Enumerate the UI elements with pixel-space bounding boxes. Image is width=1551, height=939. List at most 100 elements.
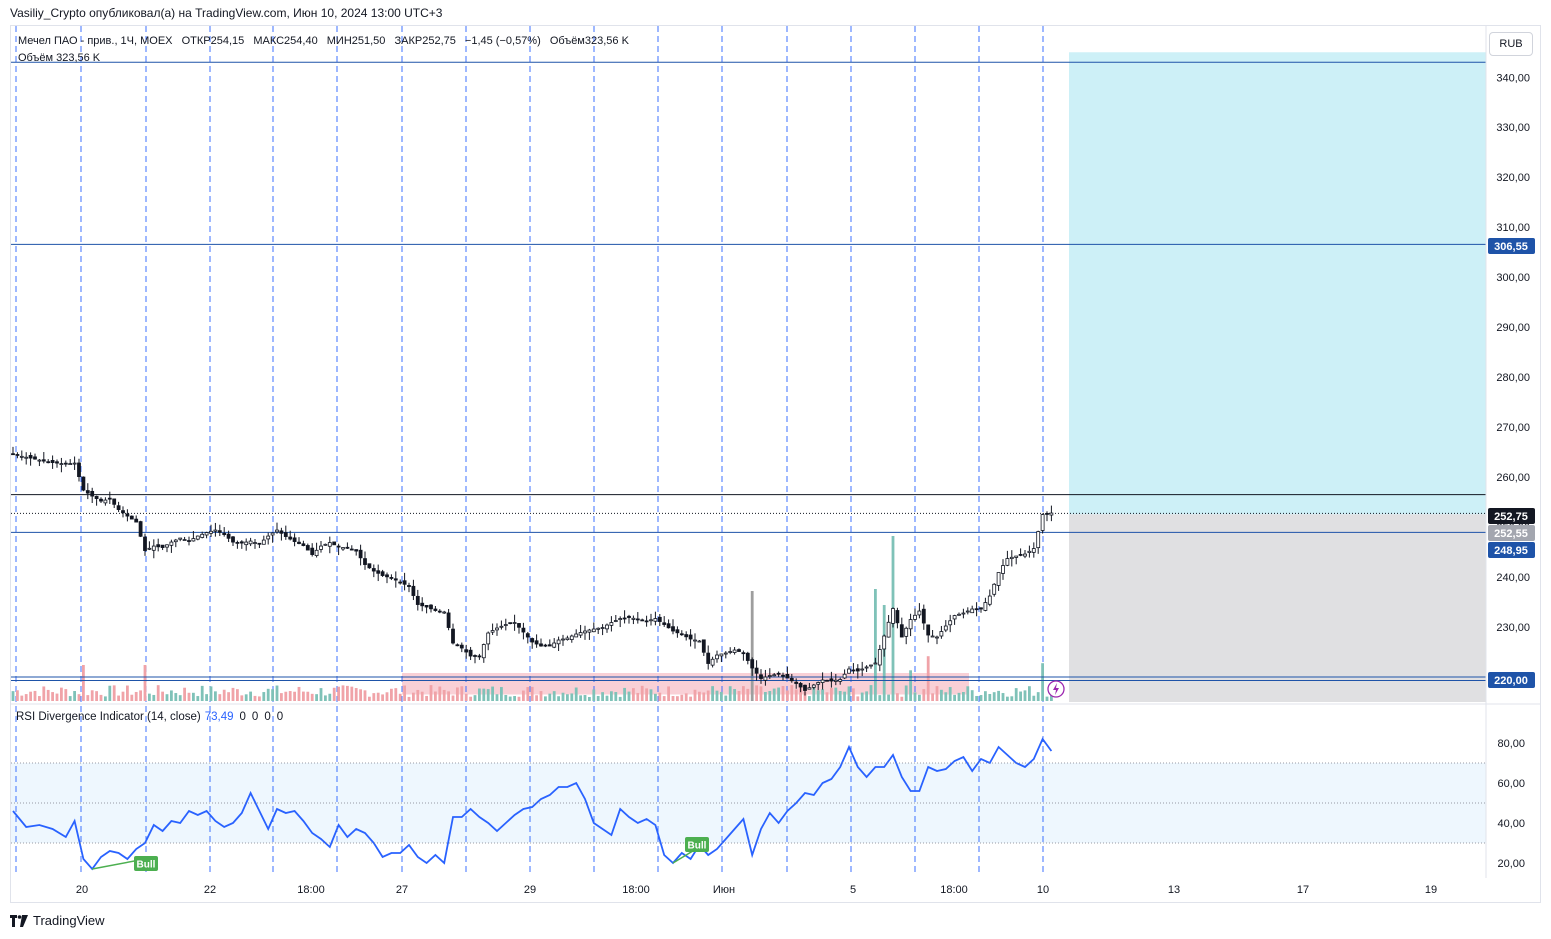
candle-body bbox=[833, 679, 838, 682]
volume-bar bbox=[887, 694, 890, 701]
price-tick-label: 310,00 bbox=[1496, 222, 1530, 234]
candle-body bbox=[715, 654, 719, 660]
volume-bar bbox=[403, 685, 406, 701]
volume-bar bbox=[288, 691, 292, 701]
candle-body bbox=[90, 490, 95, 497]
time-tick-label: 29 bbox=[524, 884, 536, 896]
volume-bar bbox=[640, 685, 644, 701]
candle-body bbox=[895, 610, 900, 624]
candle-body bbox=[442, 611, 447, 614]
rsi-line bbox=[12, 737, 1053, 871]
candle-body bbox=[437, 610, 442, 613]
volume-bar bbox=[11, 691, 15, 701]
volume-bar bbox=[275, 685, 279, 701]
volume-bar bbox=[222, 689, 226, 701]
candle-body bbox=[851, 669, 856, 672]
price-tags: 252,75 252,55 248,95 306,55 220,00 bbox=[1047, 238, 1535, 698]
volume-bar bbox=[51, 692, 54, 701]
volume-bar bbox=[60, 687, 63, 701]
candle-body bbox=[886, 621, 891, 638]
volume-bar bbox=[394, 688, 398, 701]
rsi-tick-label: 60,00 bbox=[1497, 778, 1525, 790]
candle-body bbox=[301, 543, 306, 546]
rsi-tick-label: 80,00 bbox=[1497, 738, 1525, 750]
volume-bar bbox=[134, 691, 138, 701]
candle-body bbox=[609, 622, 614, 626]
candle-body bbox=[965, 610, 970, 613]
tradingview-logo[interactable]: TradingView bbox=[10, 913, 105, 928]
volume-bar bbox=[99, 694, 103, 701]
candle-body bbox=[816, 682, 821, 685]
rsi-legend[interactable]: RSI Divergence Indicator (14, close) 73,4… bbox=[16, 711, 283, 723]
volume-bar bbox=[816, 690, 820, 701]
volume-bar bbox=[698, 691, 701, 701]
volume-bar bbox=[456, 687, 459, 701]
candle-body bbox=[913, 614, 917, 620]
volume-bar bbox=[486, 689, 490, 701]
candle-body bbox=[481, 644, 486, 659]
legend-symbol[interactable]: Мечел ПАО - прив., 1Ч, MOEX bbox=[18, 35, 173, 47]
candle-body bbox=[671, 626, 675, 632]
candle-body bbox=[455, 644, 460, 647]
volume-bar bbox=[601, 692, 604, 701]
chart-frame bbox=[10, 25, 1541, 903]
candle-body bbox=[41, 459, 46, 462]
volume-bar bbox=[706, 690, 710, 701]
volume-bar bbox=[931, 693, 934, 701]
candle-body bbox=[116, 505, 121, 510]
volume-bar bbox=[953, 694, 956, 701]
rsi-legend-zero: 0 bbox=[239, 711, 246, 723]
volume-bar bbox=[566, 694, 569, 701]
volume-bar bbox=[38, 696, 41, 701]
candle-body bbox=[556, 639, 561, 645]
volume-bar bbox=[55, 693, 59, 701]
volume-bar bbox=[658, 692, 662, 701]
candle-body bbox=[112, 498, 117, 505]
volume-bar bbox=[557, 696, 560, 701]
candle-body bbox=[1040, 514, 1045, 531]
volume-bar bbox=[258, 696, 261, 701]
candle-body bbox=[143, 536, 147, 551]
volume-bar bbox=[407, 696, 411, 701]
candle-body bbox=[244, 541, 249, 546]
volume-bar bbox=[412, 692, 415, 701]
candle-body bbox=[759, 674, 763, 679]
volume-bar bbox=[948, 687, 952, 701]
candle-body bbox=[701, 639, 706, 653]
currency-button[interactable]: RUB bbox=[1489, 32, 1533, 56]
price-tag-text: 306,55 bbox=[1494, 241, 1528, 253]
candle-body bbox=[952, 615, 957, 620]
volume-bar bbox=[984, 691, 987, 701]
volume-bar bbox=[104, 696, 107, 701]
rsi-band bbox=[11, 763, 1486, 843]
price-tick-label: 260,00 bbox=[1496, 472, 1530, 484]
volume-bar bbox=[165, 694, 169, 701]
volume-bar bbox=[671, 696, 675, 701]
volume-bar bbox=[786, 690, 789, 701]
time-tick-label: 19 bbox=[1425, 884, 1437, 896]
volume-bar bbox=[482, 688, 486, 701]
price-tag: 306,55 bbox=[1488, 238, 1535, 254]
volume-bar bbox=[847, 686, 851, 701]
candle-body bbox=[961, 612, 966, 615]
candle-body bbox=[424, 605, 429, 608]
candle-body bbox=[37, 459, 42, 462]
legend-high: МАКС254,40 bbox=[253, 35, 318, 47]
volume-bar bbox=[1028, 686, 1031, 701]
candle-body bbox=[618, 618, 623, 621]
legend-close: ЗАКР252,75 bbox=[394, 35, 456, 47]
volume-bar bbox=[632, 688, 635, 701]
level-lines bbox=[11, 61, 1486, 682]
volume-bar bbox=[126, 685, 129, 701]
candle-body bbox=[552, 642, 557, 648]
volume-bar bbox=[979, 695, 983, 701]
volume-bar bbox=[249, 691, 252, 701]
volume-bar bbox=[350, 686, 354, 701]
volume-legend[interactable]: Объём 323,56 K bbox=[18, 52, 101, 64]
volume-bar bbox=[324, 695, 327, 701]
candles-layer bbox=[11, 446, 1054, 696]
candle-body bbox=[530, 638, 535, 643]
rsi-legend-zero: 0 bbox=[264, 711, 271, 723]
volume-bar bbox=[944, 692, 948, 701]
